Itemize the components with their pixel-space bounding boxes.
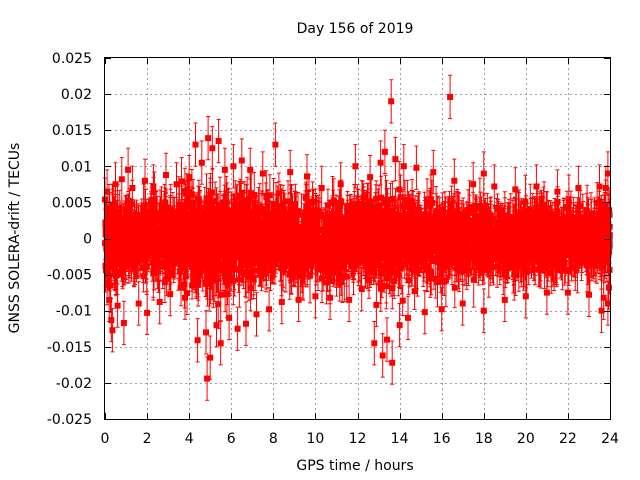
- x-tick-label: 12: [349, 431, 367, 447]
- tick-labels: 0 2 4 6 8 10 12 14 16 18 20 22 24-0.025-0.02-0.015-0…: [47, 51, 619, 447]
- x-tick-label: 14: [391, 431, 409, 447]
- y-tick-label: -0.01: [56, 304, 92, 320]
- x-tick-label: 22: [559, 431, 577, 447]
- x-tick-label: 4: [185, 431, 194, 447]
- x-tick-label: 6: [227, 431, 236, 447]
- y-tick-label: -0.015: [47, 340, 92, 356]
- y-tick-label: -0.025: [47, 412, 92, 428]
- plot-frame: [104, 57, 611, 420]
- x-tick-label: 24: [601, 431, 619, 447]
- y-tick-label: 0.005: [52, 195, 92, 211]
- y-tick-label: 0.015: [52, 123, 92, 139]
- y-tick-label: -0.02: [56, 376, 92, 392]
- x-tick-label: 18: [475, 431, 493, 447]
- y-tick-label: 0.02: [61, 87, 92, 103]
- x-tick-label: 16: [433, 431, 451, 447]
- x-tick-label: 20: [517, 431, 535, 447]
- y-tick-label: 0.01: [61, 159, 92, 175]
- y-axis-title: GNSS SOLERA-drift / TECUs: [7, 143, 23, 334]
- y-tick-label: -0.005: [47, 268, 92, 284]
- y-tick-label: 0: [83, 232, 92, 248]
- x-tick-label: 2: [143, 431, 152, 447]
- x-tick-label: 8: [269, 431, 278, 447]
- x-tick-label: 10: [307, 431, 325, 447]
- ticks: [105, 58, 611, 420]
- y-tick-label: 0.025: [52, 51, 92, 67]
- data-points: [102, 94, 613, 382]
- x-axis-title: GPS time / hours: [296, 458, 413, 474]
- data-series: [102, 74, 613, 401]
- x-tick-label: 0: [101, 431, 110, 447]
- chart-title: Day 156 of 2019: [297, 21, 414, 37]
